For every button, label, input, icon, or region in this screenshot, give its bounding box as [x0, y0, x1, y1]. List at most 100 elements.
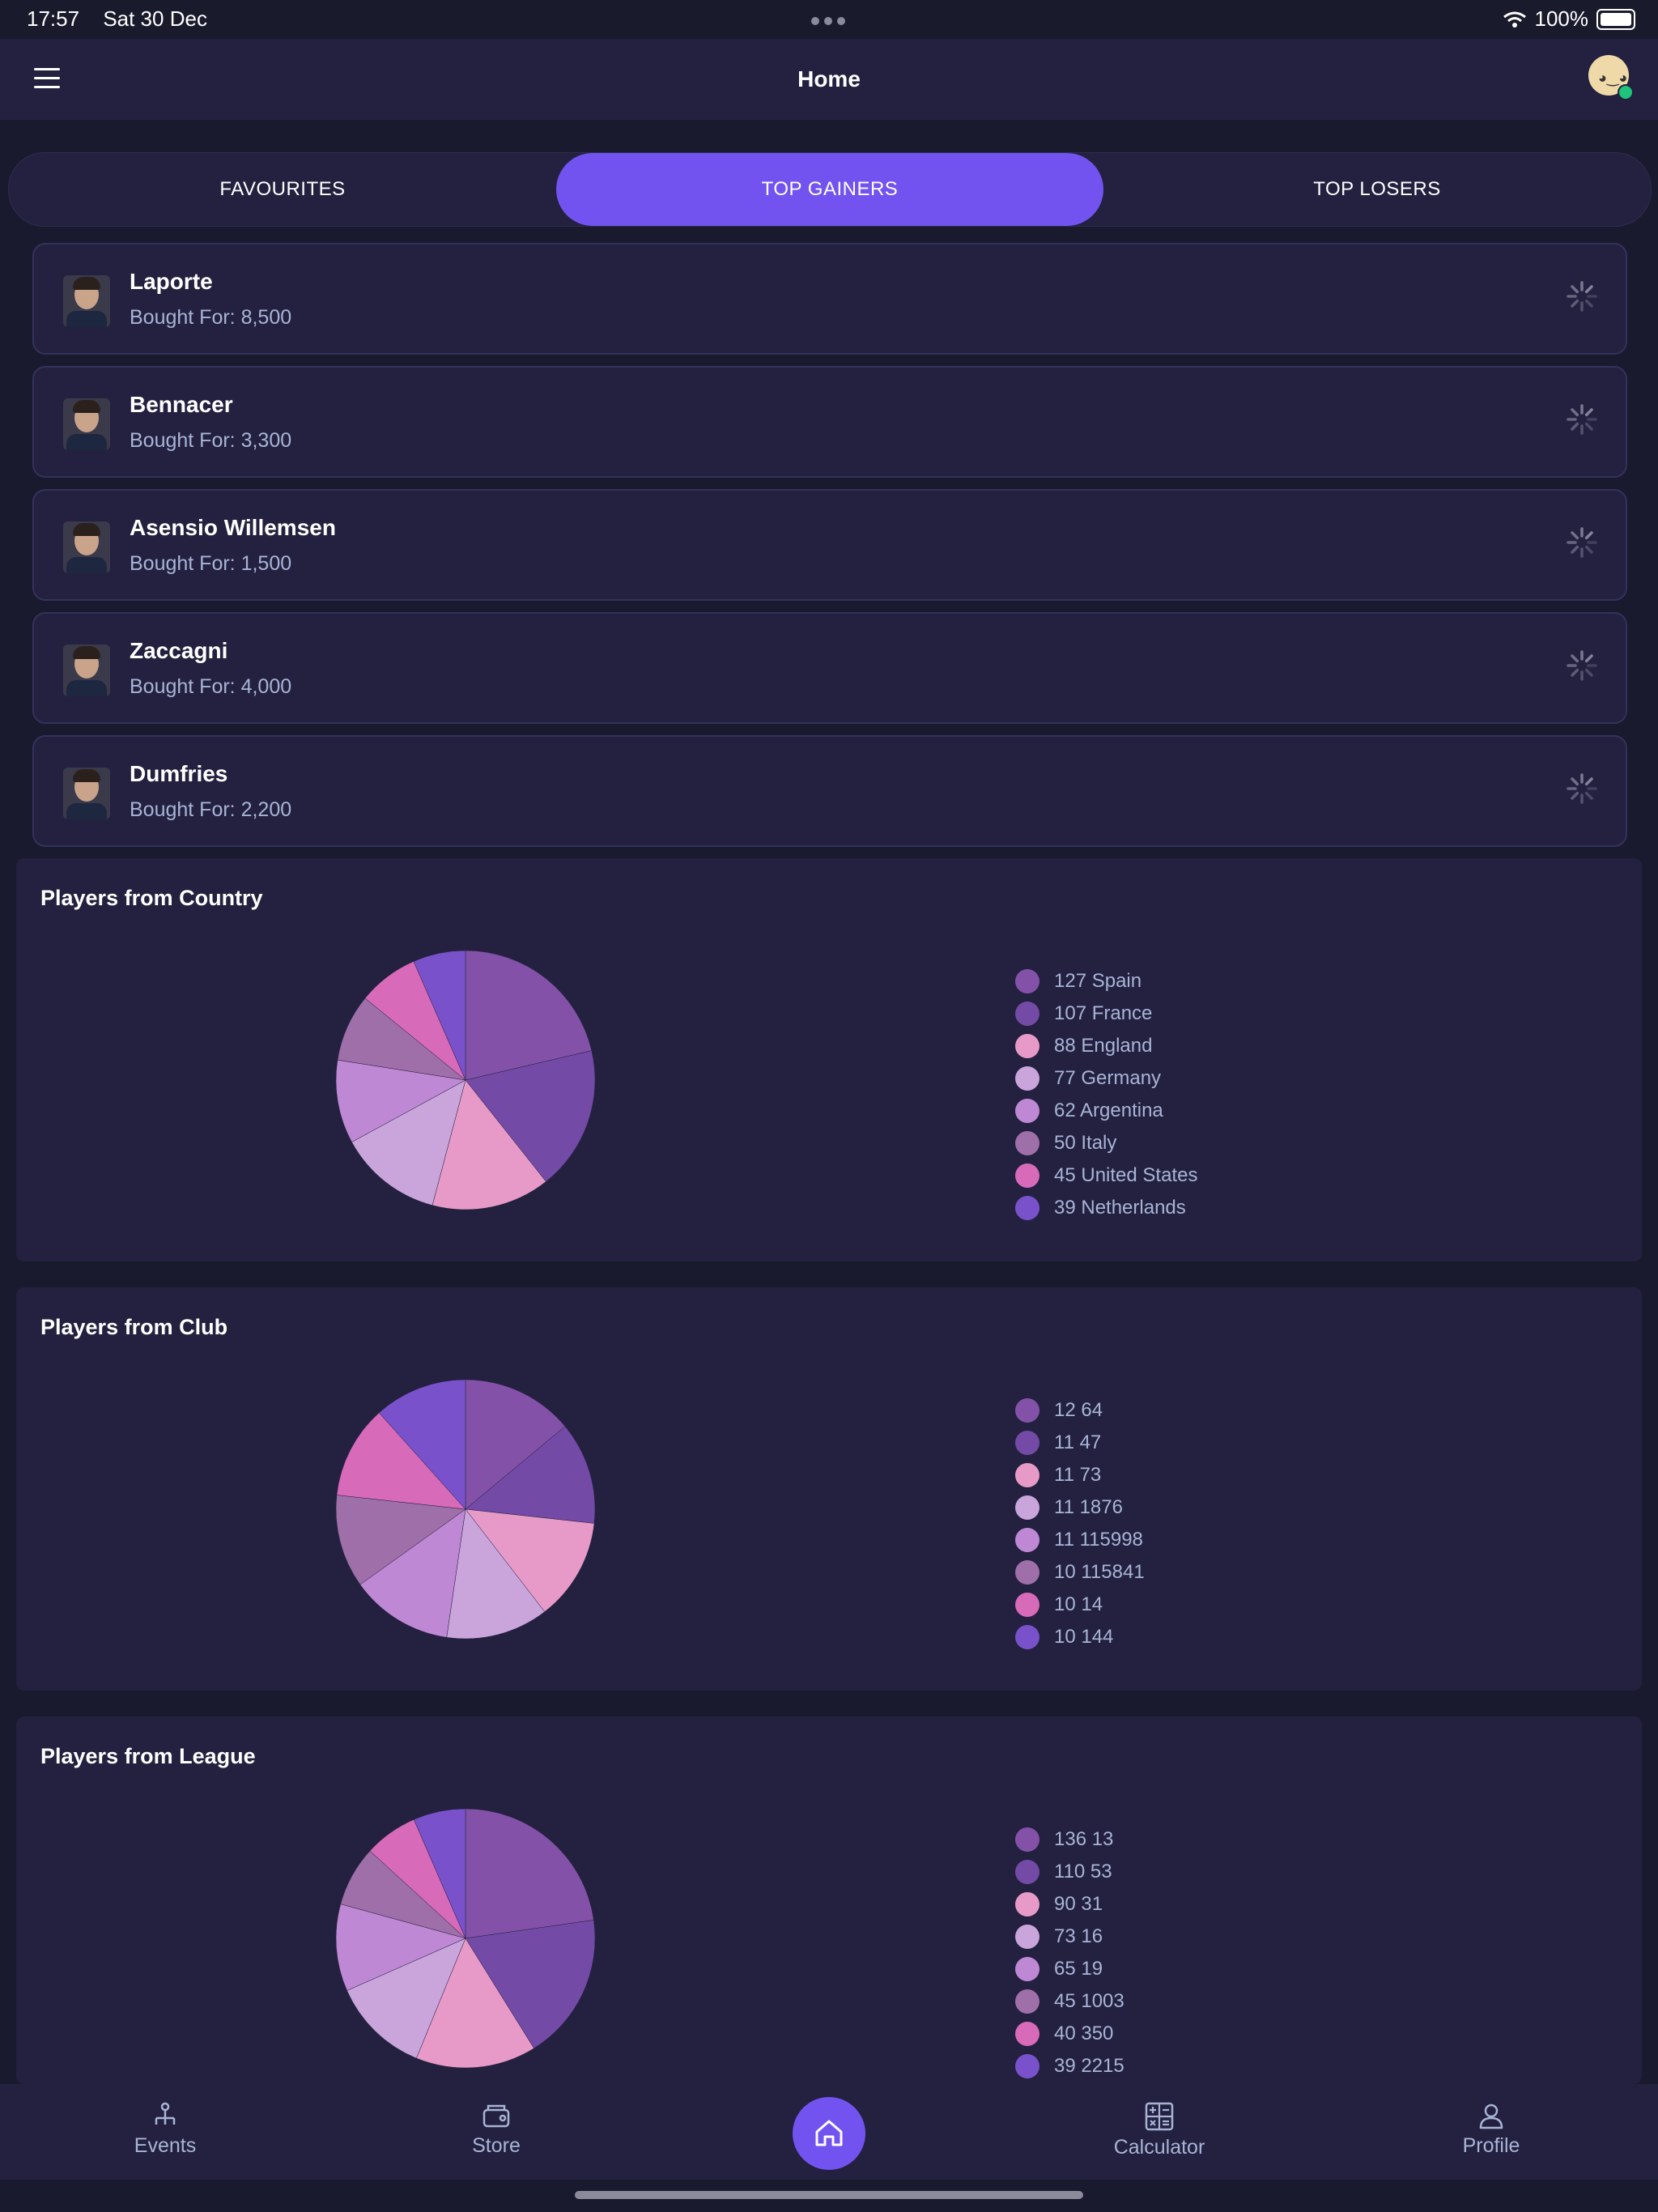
legend-label: 45 1003 — [1054, 1990, 1124, 2012]
top-navbar: Home ◕‿◕ — [0, 39, 1658, 120]
legend-item: 10 115841 — [1015, 1556, 1145, 1589]
legend-swatch — [1015, 2054, 1039, 2078]
tab-favourites[interactable]: FAVOURITES — [219, 178, 346, 200]
legend-item: 11 47 — [1015, 1427, 1145, 1459]
legend-label: 11 73 — [1054, 1464, 1102, 1486]
legend-item: 127 Spain — [1015, 965, 1197, 998]
club-legend: 12 64 11 47 11 73 11 1876 11 115998 10 115841… — [1015, 1394, 1145, 1653]
pie-slice-115998 — [359, 1508, 466, 1638]
loading-spinner-icon — [1567, 773, 1597, 804]
battery-percent: 100% — [1534, 6, 1589, 31]
pie-slice-italy — [337, 998, 466, 1081]
pie-slice-73 — [465, 1508, 595, 1612]
legend-item: 11 73 — [1015, 1459, 1145, 1491]
legend-swatch — [1015, 1196, 1039, 1220]
tab-top-losers[interactable]: TOP LOSERS — [1313, 178, 1441, 200]
legend-item: 39 Netherlands — [1015, 1192, 1197, 1224]
loading-spinner-icon — [1567, 281, 1597, 312]
pie-slice-14 — [336, 1412, 466, 1510]
legend-swatch — [1015, 1034, 1039, 1058]
legend-item: 88 England — [1015, 1030, 1197, 1062]
page-title: Home — [797, 66, 861, 91]
legend-label: 73 16 — [1054, 1925, 1103, 1947]
legend-item: 11 115998 — [1015, 1524, 1145, 1556]
legend-label: 90 31 — [1054, 1893, 1103, 1915]
legend-label: 127 Spain — [1054, 970, 1142, 992]
tab-top-gainers[interactable]: TOP GAINERS — [556, 153, 1103, 226]
pie-slice-144 — [378, 1379, 466, 1510]
chart-title: Players from Club — [40, 1315, 228, 1339]
league-pie-chart — [335, 1808, 596, 2069]
legend-swatch — [1015, 969, 1039, 993]
player-row[interactable]: Zaccagni Bought For: 4,000 — [32, 612, 1627, 724]
legend-item: 90 31 — [1015, 1888, 1124, 1921]
legend-label: 39 2215 — [1054, 2055, 1124, 2077]
wifi-icon — [1503, 11, 1526, 28]
legend-swatch — [1015, 1099, 1039, 1123]
legend-item: 136 13 — [1015, 1823, 1124, 1856]
legend-label: 88 England — [1054, 1035, 1153, 1057]
player-row[interactable]: Laporte Bought For: 8,500 — [32, 243, 1627, 355]
legend-swatch — [1015, 1131, 1039, 1155]
legend-label: 12 64 — [1054, 1399, 1103, 1421]
club-chart-card: Players from Club 12 64 11 47 11 73 11 1876… — [16, 1287, 1642, 1691]
home-button[interactable] — [793, 2097, 865, 2170]
legend-swatch — [1015, 1463, 1039, 1487]
legend-label: 65 19 — [1054, 1958, 1103, 1980]
legend-item: 50 Italy — [1015, 1127, 1197, 1159]
loading-spinner-icon — [1567, 404, 1597, 435]
player-row[interactable]: Asensio Willemsen Bought For: 1,500 — [32, 489, 1627, 601]
pie-slice-31 — [416, 1938, 534, 2069]
tabbar-store[interactable]: Store — [415, 2102, 577, 2158]
user-avatar[interactable]: ◕‿◕ — [1588, 55, 1634, 100]
bottom-tab-bar: Events Store Calculator Profile — [0, 2084, 1658, 2180]
chart-title: Players from League — [40, 1744, 256, 1768]
pie-slice-germany — [351, 1079, 466, 1206]
loading-spinner-icon — [1567, 650, 1597, 681]
legend-item: 10 14 — [1015, 1589, 1145, 1621]
tabbar-events[interactable]: Events — [84, 2102, 246, 2158]
status-bar: 17:57 Sat 30 Dec 100% — [0, 0, 1658, 39]
legend-item: 107 France — [1015, 998, 1197, 1030]
player-row[interactable]: Bennacer Bought For: 3,300 — [32, 366, 1627, 478]
player-photo — [63, 644, 110, 696]
pie-slice-argentina — [335, 1059, 466, 1142]
pie-slice-france — [465, 1050, 596, 1182]
chart-title: Players from Country — [40, 886, 263, 910]
legend-item: 11 1876 — [1015, 1491, 1145, 1524]
legend-item: 73 16 — [1015, 1921, 1124, 1953]
legend-swatch — [1015, 1827, 1039, 1852]
legend-label: 45 United States — [1054, 1164, 1198, 1186]
legend-item: 12 64 — [1015, 1394, 1145, 1427]
pie-slice-1876 — [446, 1508, 546, 1640]
player-bought-price: Bought For: 1,500 — [130, 552, 292, 575]
pie-slice-64 — [465, 1379, 566, 1510]
pie-slice-spain — [465, 950, 593, 1081]
legend-label: 110 53 — [1054, 1861, 1112, 1882]
tabbar-calculator[interactable]: Calculator — [1078, 2102, 1240, 2159]
country-chart-card: Players from Country 127 Spain 107 France… — [16, 858, 1642, 1261]
legend-item: 45 United States — [1015, 1159, 1197, 1192]
player-name: Dumfries — [130, 761, 228, 786]
pie-slice-13 — [465, 1808, 594, 1939]
legend-label: 11 47 — [1054, 1431, 1102, 1453]
legend-label: 11 1876 — [1054, 1496, 1123, 1518]
multitasking-dots-icon[interactable] — [811, 15, 850, 29]
legend-swatch — [1015, 1066, 1039, 1091]
pie-slice-2215 — [413, 1808, 466, 1939]
player-name: Bennacer — [130, 392, 233, 417]
player-photo — [63, 275, 110, 327]
pie-slice-16 — [346, 1938, 466, 2059]
legend-item: 40 350 — [1015, 2018, 1124, 2050]
hamburger-menu-icon[interactable] — [34, 68, 60, 91]
country-legend: 127 Spain 107 France 88 England 77 Germany 6… — [1015, 965, 1197, 1224]
legend-swatch — [1015, 1625, 1039, 1649]
player-row[interactable]: Dumfries Bought For: 2,200 — [32, 735, 1627, 847]
pie-slice-115841 — [335, 1495, 466, 1585]
events-icon — [155, 2102, 176, 2125]
status-date: Sat 30 Dec — [103, 6, 207, 31]
tabbar-profile[interactable]: Profile — [1410, 2102, 1572, 2158]
battery-icon — [1596, 8, 1635, 30]
league-chart-card: Players from League 136 13 110 53 90 31 73 … — [16, 1716, 1642, 2084]
store-label: Store — [472, 2134, 521, 2157]
